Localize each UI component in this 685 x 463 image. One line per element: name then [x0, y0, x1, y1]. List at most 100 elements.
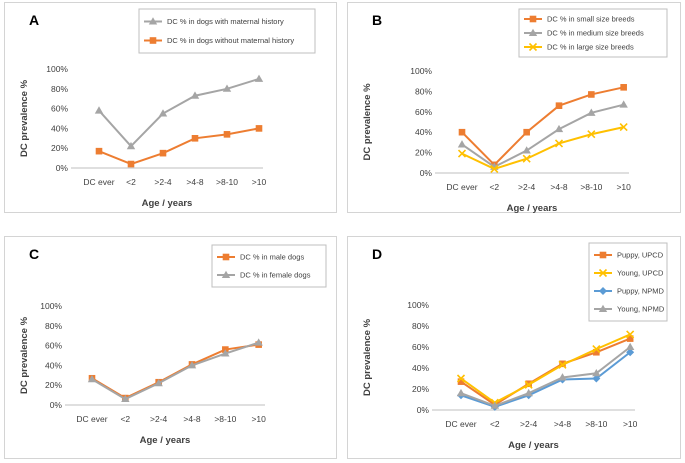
y-axis-title: DC prevalence % [362, 83, 373, 161]
legend-box [518, 8, 668, 58]
x-tick-label: >4-8 [554, 419, 572, 429]
y-tick-label: 100% [40, 301, 62, 311]
legend-marker [222, 253, 230, 261]
legend-label: Puppy, NPMD [617, 287, 665, 296]
data-point [626, 330, 635, 339]
data-point [456, 388, 466, 397]
legend-label: DC % in large size breeds [547, 43, 634, 52]
data-point [121, 394, 130, 403]
x-tick-label: >4-8 [183, 414, 201, 424]
chart-c: C 0% 20% 40% 60% 80% 100% DC ever <2 >2-4 >4-8 >8-1… [19, 244, 327, 446]
x-axis-title: Age / years [140, 435, 191, 446]
x-tick-label: <2 [120, 414, 130, 424]
legend: DC % in small size breeds DC % in medium … [518, 8, 668, 58]
series-line [460, 351, 631, 408]
y-tick-label: 80% [415, 86, 432, 96]
series-1 [95, 125, 263, 168]
series-0 [457, 335, 634, 409]
series-line [91, 341, 259, 401]
y-tick-label: 20% [45, 380, 62, 390]
panel-label: B [372, 12, 382, 28]
data-point [554, 124, 564, 133]
data-point [522, 154, 531, 163]
y-tick-label: 0% [56, 163, 69, 173]
x-tick-label: <2 [490, 419, 500, 429]
data-point [554, 139, 564, 148]
series-line [460, 346, 631, 407]
data-point [254, 338, 263, 346]
x-tick-label: >10 [623, 419, 638, 429]
data-point [187, 361, 197, 369]
legend-box [211, 244, 327, 288]
y-tick-label: 20% [412, 384, 429, 394]
data-point [94, 106, 104, 114]
x-tick-label: DC ever [445, 419, 476, 429]
legend-item: Young, UPCD [594, 269, 664, 278]
series-2 [457, 123, 628, 173]
y-tick-label: 40% [51, 123, 68, 133]
data-point [457, 378, 465, 385]
x-tick-label: >10 [616, 182, 631, 192]
data-point [592, 345, 601, 354]
x-tick-label: >8-10 [214, 414, 236, 424]
legend-marker [148, 17, 158, 25]
x-tick-label: >10 [252, 177, 267, 187]
x-tick-label: >8-10 [580, 182, 602, 192]
data-point [523, 128, 530, 136]
legend-item: Puppy, UPCD [594, 251, 664, 260]
legend-item: DC % in dogs with maternal history [144, 17, 284, 26]
legend-marker [598, 304, 608, 312]
legend-item: DC % in medium size breeds [524, 28, 644, 38]
series-line [98, 77, 260, 148]
legend: DC % in male dogs DC % in female dogs [211, 244, 327, 288]
data-point [190, 91, 200, 99]
data-point [620, 84, 627, 91]
data-point [127, 160, 135, 168]
y-tick-label: 80% [45, 321, 62, 331]
legend-item: DC % in female dogs [217, 270, 311, 280]
series-0 [94, 74, 264, 150]
y-tick-label: 100% [410, 66, 432, 76]
legend-label: DC % in small size breeds [547, 15, 635, 24]
y-tick-label: 60% [415, 107, 432, 117]
panel-d: D 0% 20% 40% 60% 80% 100% DC ever <2 >2-4 >4-8 >8-1… [347, 236, 681, 459]
legend-label: DC % in female dogs [240, 271, 311, 280]
y-tick-label: 0% [420, 168, 433, 178]
legend-label: Puppy, UPCD [617, 251, 664, 260]
series-1 [456, 330, 635, 407]
series-2 [457, 348, 635, 411]
data-point [593, 348, 600, 356]
x-axis-title: Age / years [508, 440, 559, 451]
chart-a: A 0% 20% 40% 60% 80% 100% DC ever <2 >2-4 >4-8 >8-1… [19, 8, 316, 209]
x-tick-label: >2-4 [518, 182, 536, 192]
y-tick-label: 60% [45, 341, 62, 351]
y-tick-label: 40% [415, 127, 432, 137]
data-point [619, 100, 628, 108]
data-point [619, 123, 628, 132]
y-tick-label: 100% [407, 300, 429, 310]
x-tick-label: >10 [251, 414, 266, 424]
data-point [158, 109, 168, 117]
x-axis-title: Age / years [142, 198, 193, 209]
legend-item: DC % in small size breeds [524, 15, 635, 24]
x-tick-label: DC ever [76, 414, 107, 424]
y-tick-label: 60% [51, 104, 68, 114]
legend-item: DC % in male dogs [217, 253, 304, 262]
data-point [625, 342, 635, 350]
series-line [98, 127, 260, 166]
data-point [588, 91, 595, 98]
x-tick-label: DC ever [83, 177, 114, 187]
x-tick-label: >8-10 [216, 177, 238, 187]
legend-marker [529, 15, 537, 23]
panel-b: B 0% 20% 40% 60% 80% 100% DC ever <2 >2-4 >4-8 >8-1… [347, 2, 681, 214]
x-tick-label: >4-8 [186, 177, 204, 187]
data-point [222, 84, 232, 92]
series-line [461, 103, 624, 169]
data-point [159, 149, 167, 157]
data-point [457, 140, 467, 148]
panel-label: D [372, 246, 382, 262]
x-axis-title: Age / years [507, 203, 558, 214]
y-axis-title: DC prevalence % [19, 316, 30, 394]
legend-marker [528, 42, 538, 52]
data-point [126, 141, 136, 150]
